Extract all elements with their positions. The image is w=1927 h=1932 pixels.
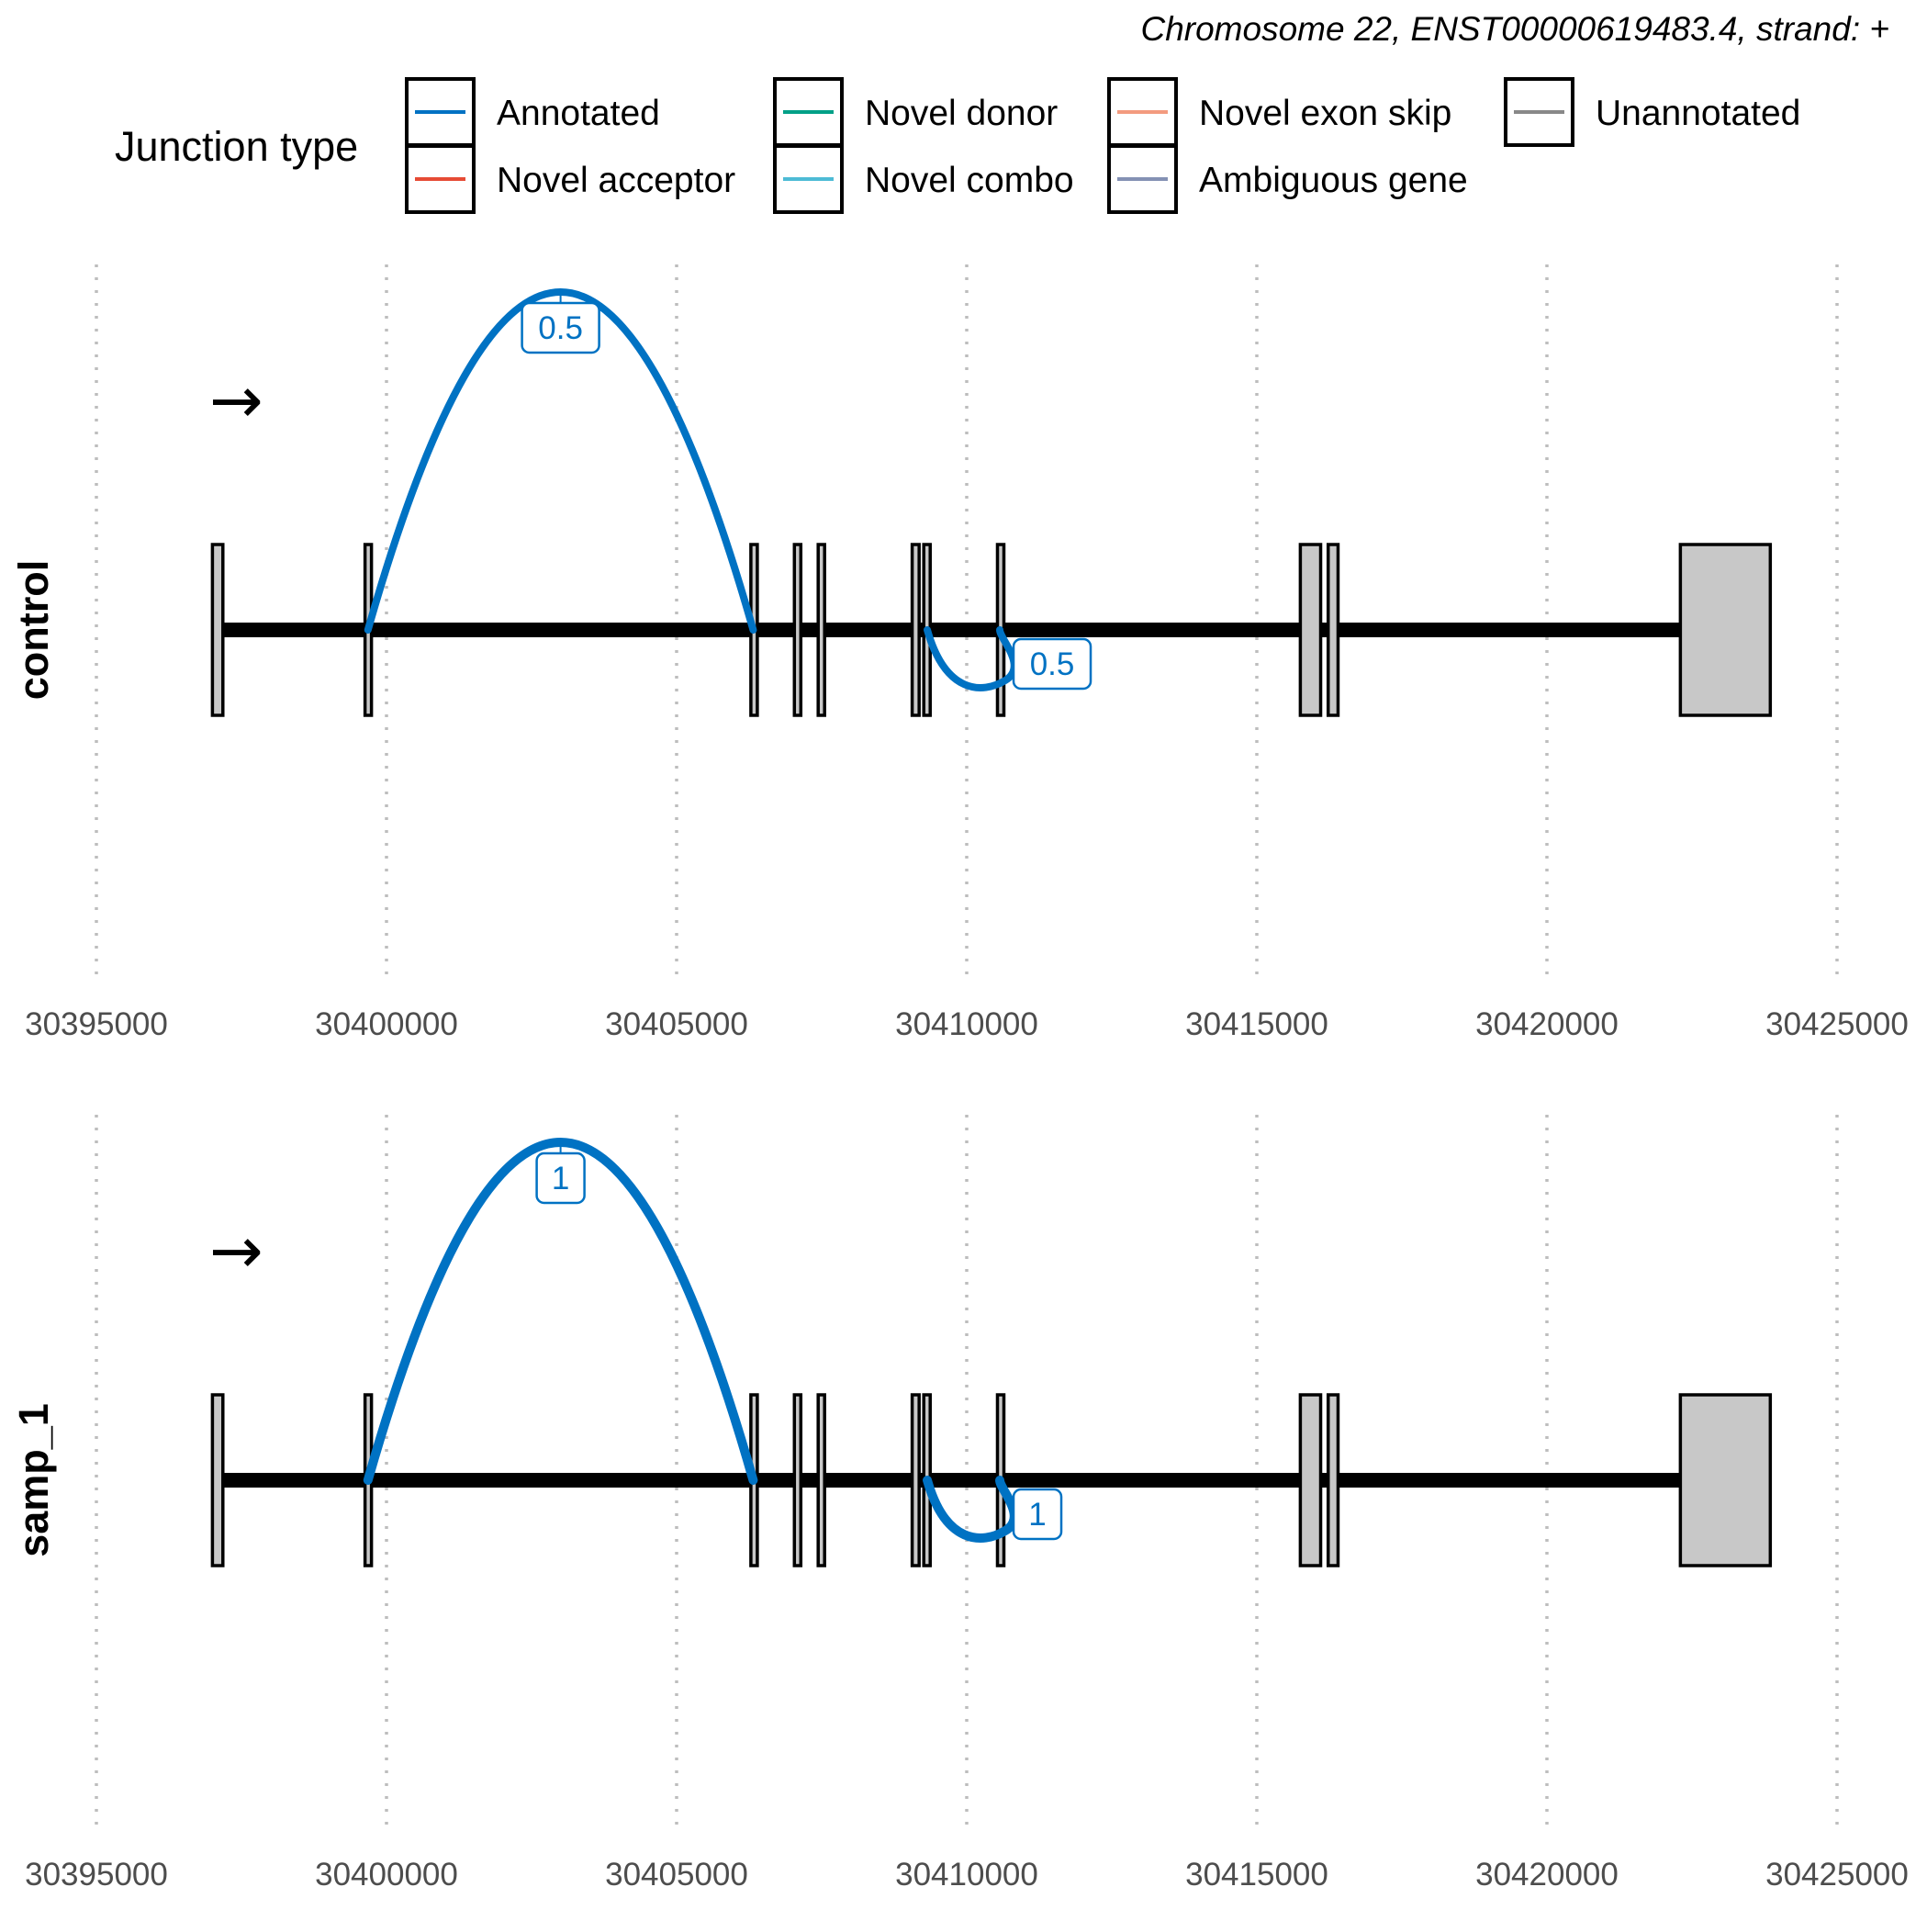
legend-label: Novel acceptor xyxy=(497,161,735,200)
x-tick-label: 30415000 xyxy=(1185,1006,1328,1042)
legend-label: Novel donor xyxy=(865,94,1058,133)
legend-entry: Annotated xyxy=(405,77,660,147)
x-tick-label: 30410000 xyxy=(895,1006,1038,1042)
legend-entry: Novel donor xyxy=(773,77,1058,147)
legend: Junction type Annotated Novel acceptor Nov… xyxy=(115,77,1800,214)
junction-arc xyxy=(924,626,1018,691)
exon xyxy=(210,1393,225,1567)
legend-entry: Novel combo xyxy=(773,144,1074,214)
x-tick-label: 30425000 xyxy=(1765,1857,1909,1893)
x-tick-label: 30415000 xyxy=(1185,1857,1328,1893)
exon xyxy=(816,543,826,717)
junction-arc xyxy=(364,288,757,634)
exon xyxy=(1298,543,1323,717)
x-tick-label: 30400000 xyxy=(315,1006,458,1042)
legend-title: Junction type xyxy=(115,123,358,170)
x-tick-label: 30405000 xyxy=(605,1857,748,1893)
junction-label-box xyxy=(1012,1488,1063,1541)
exon xyxy=(1678,1393,1773,1567)
plot-subtitle: Chromosome 22, ENST00000619483.4, strand… xyxy=(1140,10,1889,48)
x-tick-label: 30425000 xyxy=(1765,1006,1909,1042)
legend-entry: Novel acceptor xyxy=(405,144,735,214)
exon xyxy=(816,1393,826,1567)
panel-label: samp_1 xyxy=(10,1403,57,1557)
junction-arc xyxy=(923,1476,1019,1543)
junction-label: 0.5 xyxy=(1030,646,1075,682)
legend-entry: Novel exon skip xyxy=(1107,77,1451,147)
strand-arrow: → xyxy=(209,1213,263,1288)
junction-arc xyxy=(363,1138,758,1485)
x-tick-label: 30400000 xyxy=(315,1857,458,1893)
legend-label: Novel combo xyxy=(865,161,1074,200)
exon xyxy=(1678,543,1773,717)
exon xyxy=(792,543,803,717)
legend-label: Ambiguous gene xyxy=(1199,161,1468,200)
legend-label: Unannotated xyxy=(1596,94,1800,133)
junction-label: 1 xyxy=(1028,1497,1046,1533)
strand-arrow: → xyxy=(209,363,263,438)
exon xyxy=(792,1393,803,1567)
legend-entry: Unannotated xyxy=(1504,77,1800,147)
junction-label-box xyxy=(535,1151,586,1205)
junction-label-box xyxy=(1012,637,1092,691)
x-tick-label: 30395000 xyxy=(25,1857,168,1893)
panel-samp_1: 30395000 30400000 30405000 30410000 30415000… xyxy=(10,1115,1909,1893)
panel-label: control xyxy=(10,560,57,701)
legend-label: Annotated xyxy=(497,94,660,133)
exon xyxy=(210,543,225,717)
exon xyxy=(910,1393,921,1567)
x-tick-label: 30410000 xyxy=(895,1857,1038,1893)
exon xyxy=(1298,1393,1323,1567)
x-tick-label: 30395000 xyxy=(25,1006,168,1042)
legend-entry: Ambiguous gene xyxy=(1107,144,1468,214)
x-tick-label: 30420000 xyxy=(1475,1006,1619,1042)
junction-label: 0.5 xyxy=(538,310,583,346)
legend-label: Novel exon skip xyxy=(1199,94,1451,133)
x-tick-label: 30420000 xyxy=(1475,1857,1619,1893)
exon xyxy=(1326,543,1340,717)
junction-label: 1 xyxy=(552,1161,569,1196)
exon xyxy=(1326,1393,1340,1567)
panels: 30395000 30400000 30405000 30410000 30415000… xyxy=(10,264,1909,1893)
panel-control: 30395000 30400000 30405000 30410000 30415000… xyxy=(10,264,1909,1042)
exon xyxy=(910,543,921,717)
junction-label-box xyxy=(521,301,600,354)
x-tick-label: 30405000 xyxy=(605,1006,748,1042)
